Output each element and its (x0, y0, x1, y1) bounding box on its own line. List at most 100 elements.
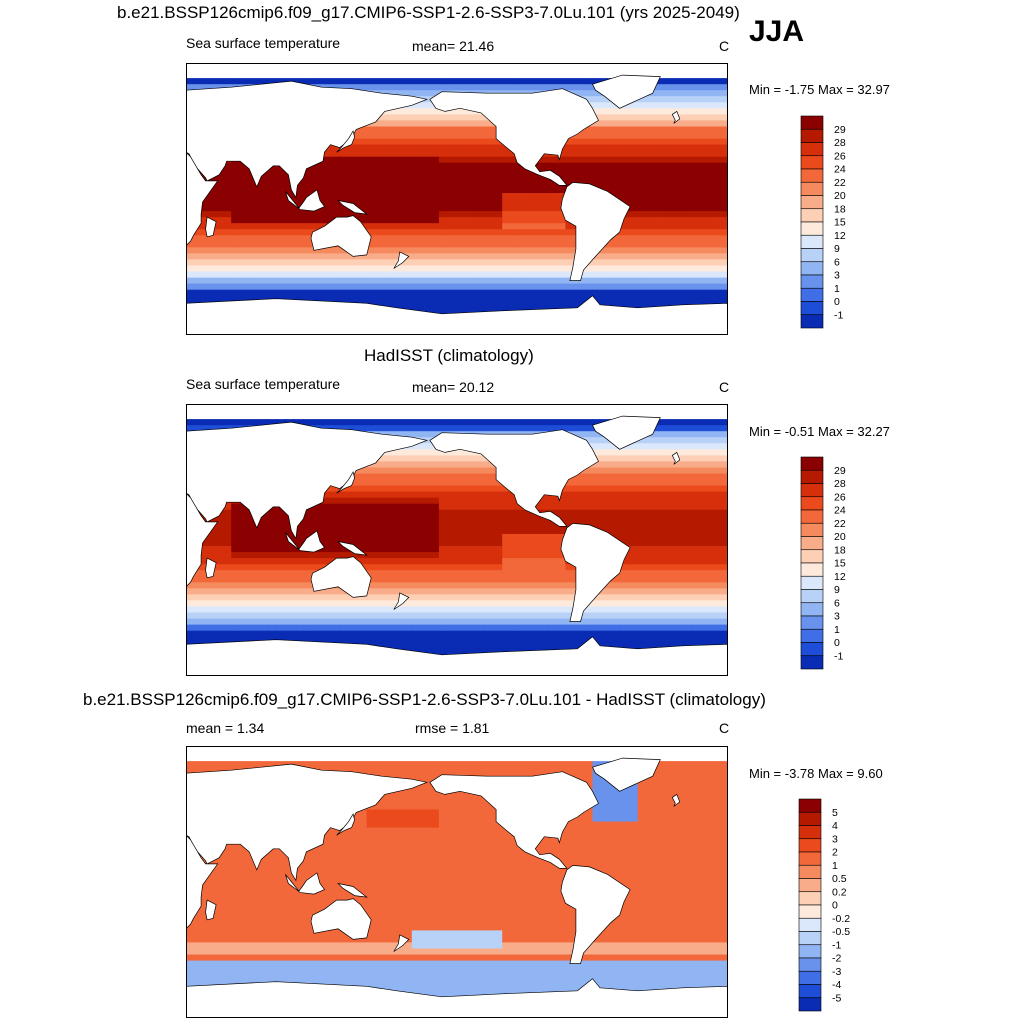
field-cell (186, 425, 196, 432)
field-cell (619, 271, 630, 279)
field-cell (285, 600, 296, 608)
field-cell (402, 425, 413, 432)
field-cell (673, 636, 684, 644)
field-cell (610, 521, 621, 529)
field-cell (475, 277, 485, 285)
field-cell (195, 259, 205, 267)
field-cell (429, 761, 440, 768)
field-cell (303, 624, 314, 632)
field-cell (691, 582, 702, 589)
field-cell (339, 588, 350, 596)
field-cell (601, 102, 612, 109)
field-cell (240, 546, 250, 553)
field-cell (709, 473, 720, 481)
field-cell (484, 467, 494, 475)
field-cell (655, 594, 666, 602)
field-cell (366, 767, 377, 774)
field-cell (637, 630, 648, 638)
field-cell (393, 126, 404, 134)
panel-2-units: C (719, 379, 730, 395)
field-cell (619, 162, 630, 170)
field-cell (664, 576, 675, 583)
field-cell (511, 193, 521, 200)
field-cell (384, 455, 395, 463)
field-cell (285, 211, 296, 218)
field-cell (547, 162, 557, 170)
field-cell (682, 84, 693, 91)
field-cell (384, 576, 395, 583)
field-cell (493, 180, 503, 188)
field-cell (466, 552, 476, 559)
field-cell (466, 120, 476, 128)
field-cell (420, 156, 431, 164)
field-cell (655, 301, 666, 309)
field-cell (691, 114, 702, 122)
field-cell (420, 540, 431, 547)
field-cell (466, 515, 476, 523)
field-cell (475, 491, 485, 499)
field-cell (457, 546, 467, 553)
field-cell (466, 174, 476, 182)
field-cell (366, 527, 377, 535)
field-cell (213, 558, 223, 565)
field-cell (511, 594, 521, 602)
field-cell (601, 295, 612, 303)
field-cell (240, 168, 250, 176)
field-cell (276, 289, 286, 297)
field-cell (493, 199, 503, 206)
field-cell (339, 168, 350, 176)
field-cell (321, 515, 332, 523)
field-cell (348, 606, 359, 614)
field-cell (321, 612, 332, 620)
field-cell (655, 431, 666, 438)
field-cell (420, 582, 431, 589)
field-cell (411, 570, 422, 577)
field-cell (330, 174, 341, 182)
field-cell (601, 485, 612, 493)
field-cell (204, 425, 214, 432)
field-cell (655, 521, 666, 529)
field-cell (592, 521, 603, 529)
field-cell (384, 162, 395, 170)
field-cell (312, 277, 323, 285)
field-cell (719, 150, 728, 158)
field-cell (348, 624, 359, 632)
field-cell (493, 277, 503, 285)
field-cell (330, 144, 341, 152)
field-cell (366, 509, 377, 517)
field-cell (393, 168, 404, 176)
field-cell (276, 78, 286, 85)
field-cell (637, 289, 648, 297)
field-cell (646, 479, 657, 487)
field-cell (240, 241, 250, 248)
field-cell (402, 211, 413, 218)
field-cell (276, 582, 286, 589)
field-cell (538, 78, 548, 85)
field-cell (249, 295, 259, 303)
field-cell (466, 618, 476, 626)
field-cell (294, 630, 305, 638)
field-cell (719, 437, 728, 444)
field-cell (700, 497, 711, 505)
field-cell (348, 515, 359, 523)
field-cell (348, 186, 359, 194)
field-cell (393, 612, 404, 620)
field-cell (429, 162, 440, 170)
field-cell (457, 594, 467, 602)
field-cell (719, 241, 728, 248)
field-cell (330, 761, 341, 768)
field-cell (366, 156, 377, 164)
field-cell (719, 217, 728, 224)
field-cell (719, 259, 728, 267)
field-cell (682, 96, 693, 103)
field-cell (583, 168, 594, 176)
field-cell (285, 193, 296, 200)
field-cell (511, 642, 521, 650)
field-cell (475, 540, 485, 547)
field-cell (511, 265, 521, 273)
field-cell (231, 174, 241, 182)
field-cell (475, 259, 485, 267)
field-cell (348, 144, 359, 152)
field-cell (628, 162, 639, 170)
field-cell (411, 546, 422, 553)
